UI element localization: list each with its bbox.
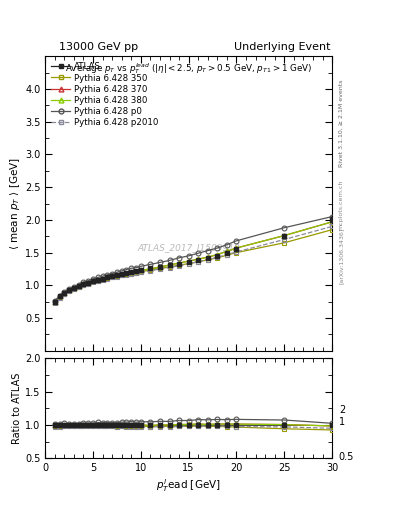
Legend: ATLAS, Pythia 6.428 350, Pythia 6.428 370, Pythia 6.428 380, Pythia 6.428 p0, Py: ATLAS, Pythia 6.428 350, Pythia 6.428 37…	[49, 60, 161, 130]
Text: Average $p_T$ vs $p_T^{lead}$ ($|\eta| < 2.5$, $p_T > 0.5$ GeV, $p_{T1} > 1$ GeV: Average $p_T$ vs $p_T^{lead}$ ($|\eta| <…	[65, 61, 312, 76]
X-axis label: $p_T^{l}$ead [GeV]: $p_T^{l}$ead [GeV]	[156, 477, 221, 494]
Y-axis label: $\langle$ mean $p_T$ $\rangle$ [GeV]: $\langle$ mean $p_T$ $\rangle$ [GeV]	[8, 157, 22, 250]
Text: 2: 2	[339, 404, 345, 415]
Text: mcplots.cern.ch: mcplots.cern.ch	[339, 180, 344, 230]
Text: Underlying Event: Underlying Event	[233, 42, 330, 52]
Text: [arXiv:1306.3436]: [arXiv:1306.3436]	[339, 228, 344, 284]
Text: 13000 GeV pp: 13000 GeV pp	[59, 42, 138, 52]
Text: 1: 1	[339, 417, 345, 428]
Y-axis label: Ratio to ATLAS: Ratio to ATLAS	[12, 373, 22, 444]
Text: 0.5: 0.5	[339, 452, 354, 462]
Text: ATLAS_2017_I1509919: ATLAS_2017_I1509919	[137, 243, 240, 252]
Text: Rivet 3.1.10, ≥ 2.1M events: Rivet 3.1.10, ≥ 2.1M events	[339, 79, 344, 166]
